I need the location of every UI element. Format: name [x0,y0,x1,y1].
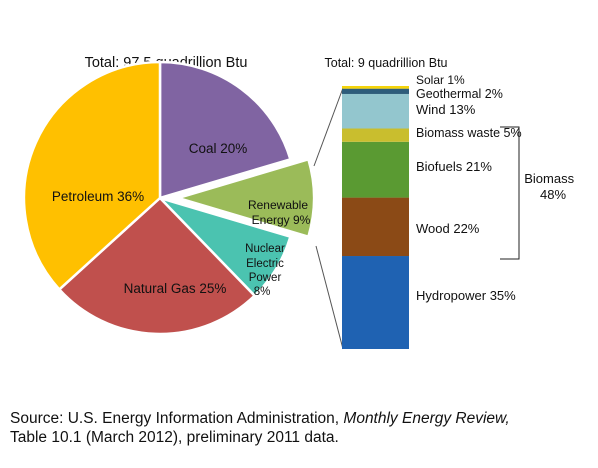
bar-label-biofuels: Biofuels 21% [416,159,492,174]
bar-segment-biomass-waste [342,128,409,142]
bar-label-geothermal: Geothermal 2% [416,87,503,101]
bar-segment-hydropower [342,256,409,349]
stacked-bar: Hydropower 35% Wood 22% Biofuels 21% Biomas… [342,73,522,349]
pie-label-natural-gas: Natural Gas 25% [124,281,227,296]
pie-label-coal: Coal 20% [189,141,248,156]
pie-label-petroleum: Petroleum 36% [52,189,144,204]
pie-slice-petroleum [22,60,162,292]
bar-title: Total: 9 quadrillion Btu [325,56,448,70]
pie-label-renewable-energy: Renewable Energy 9% [248,198,311,227]
bar-label-wood: Wood 22% [416,221,480,236]
pie-label-nuclear-electric-power: Nuclear Electric Power 8% [245,243,285,298]
pie-chart: Coal 20% Renewable Energy 9% Nuclear Electri… [22,60,316,336]
bar-label-solar: Solar 1% [416,73,465,87]
source-line2: Table 10.1 (March 2012), preliminary 201… [10,429,339,446]
bar-segment-wind [342,93,409,129]
pie-slice-natural-gas [57,196,257,336]
biomass-bracket-label: Biomass 48% [524,171,577,202]
zoom-connector-top [313,87,344,167]
bar-label-wind: Wind 13% [416,102,476,117]
source-prefix: Source: U.S. Energy Information Administ… [10,410,344,427]
energy-consumption-chart: Total: 97.5 quadrillion Btu Total: 9 qua… [22,55,577,350]
pie-slice-renewable-energy [173,157,316,239]
bar-segment-geothermal [342,88,409,94]
bar-label-hydropower: Hydropower 35% [416,288,516,303]
bar-segment-biofuels [342,141,409,198]
bar-segment-solar [342,86,409,89]
zoom-connector-bottom [315,245,344,350]
biomass-bracket [500,126,520,260]
source-italic: Monthly Energy Review, [343,410,510,427]
bar-label-biomass-waste: Biomass waste 5% [416,126,522,140]
pie-slice-coal [158,60,292,200]
source-note: Source: U.S. Energy Information Administ… [10,409,595,447]
bar-segment-wood [342,197,409,257]
